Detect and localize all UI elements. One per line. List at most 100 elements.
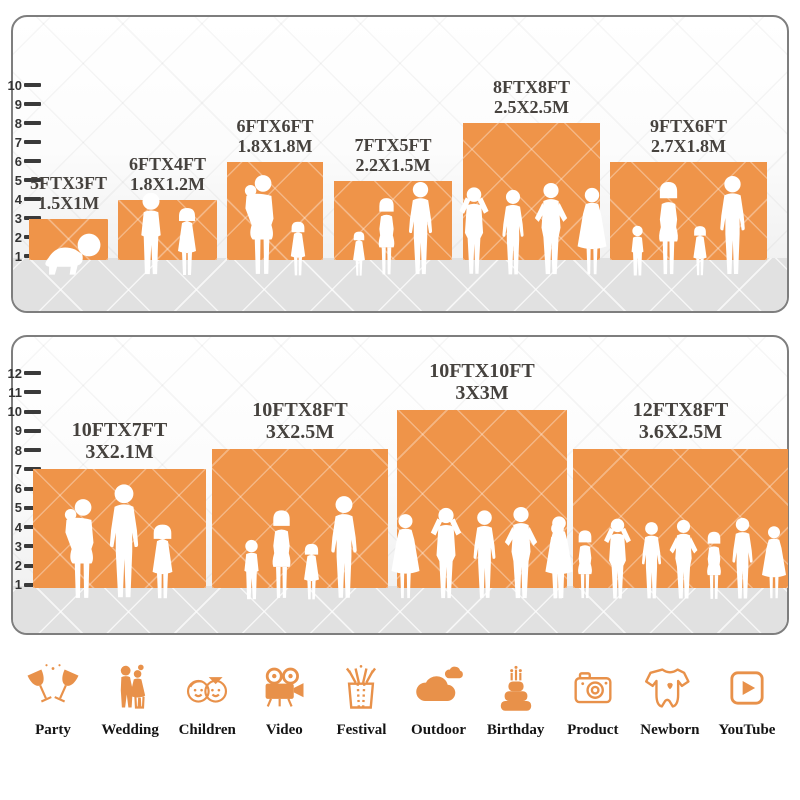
person-silhouette-dress — [577, 187, 606, 275]
size-ft: 10FTX8FT — [252, 399, 348, 421]
size-ft: 10FTX10FT — [429, 360, 535, 382]
person-silhouette-man — [473, 510, 496, 598]
category-label: Children — [178, 722, 236, 738]
ruler-tick-10: 10 — [0, 77, 41, 93]
category-outdoor: Outdoor — [406, 662, 472, 739]
category-label: Festival — [336, 722, 387, 738]
festival-icon — [335, 662, 387, 714]
category-label: YouTube — [718, 722, 776, 738]
category-youtube: YouTube — [714, 662, 780, 739]
person-silhouette-woman — [706, 531, 721, 599]
person-silhouette-man — [547, 522, 567, 599]
category-label: Birthday — [486, 722, 545, 738]
size-m: 3X2.5M — [265, 421, 335, 443]
size-m: 3X3M — [455, 382, 509, 404]
people-silhouettes — [322, 127, 464, 277]
person-silhouette-hips — [669, 519, 697, 599]
ruler-tick-mark — [24, 448, 41, 453]
ruler-tick-mark — [24, 563, 41, 568]
size-m: 3.6X2.5M — [638, 421, 723, 443]
floor-strip — [13, 586, 787, 633]
size-m: 2.7X1.8M — [650, 135, 726, 156]
person-silhouette-baby — [45, 233, 101, 275]
person-silhouette-dress — [391, 514, 420, 599]
category-party: Party — [20, 662, 86, 739]
ruler-number: 5 — [14, 500, 22, 516]
category-label: Video — [265, 722, 303, 738]
person-silhouette-hips — [504, 506, 538, 599]
ruler-number: 1 — [14, 248, 22, 264]
ruler-tick-9: 9 — [0, 423, 41, 439]
backdrop-size-label: 6FTX4FT 1.8X1.2M — [128, 154, 207, 195]
person-silhouette-man — [408, 181, 433, 275]
backdrop-box-6ftx6ft — [227, 162, 323, 260]
ruler-tick-mark — [24, 102, 41, 106]
ruler-number: 8 — [14, 442, 22, 458]
backdrop-size-label: 9FTX6FT 2.7X1.8M — [649, 116, 728, 157]
ruler-tick-mark — [24, 428, 41, 433]
ruler-tick-mark — [24, 83, 41, 87]
ruler-tick-1: 1 — [0, 577, 41, 593]
video-icon — [258, 662, 310, 714]
size-ft: 9FTX6FT — [649, 116, 728, 136]
ruler-number: 5 — [14, 172, 22, 188]
people-silhouettes — [21, 451, 218, 601]
size-m: 1.8X1.2M — [129, 173, 205, 194]
people-silhouettes — [200, 451, 400, 601]
category-label: Wedding — [101, 722, 159, 738]
ruler-number: 2 — [14, 558, 22, 574]
floor-strip — [13, 258, 787, 311]
category-product: Product — [560, 662, 626, 739]
backdrop-size-label: 10FTX7FT 3X2.1M — [72, 419, 168, 463]
size-ft: 7FTX5FT — [354, 135, 432, 155]
size-m: 1.8X1.8M — [237, 135, 313, 156]
person-silhouette-woman — [272, 510, 290, 598]
ruler-number: 4 — [14, 519, 22, 535]
ruler-tick-mark — [24, 216, 41, 220]
backdrop-box-8ftx8ft — [463, 123, 600, 260]
ruler-number: 11 — [8, 384, 22, 400]
ruler-tick-mark — [24, 486, 41, 491]
size-m: 1.5X1M — [37, 192, 100, 213]
backdrop-size-label: 5FTX3FT 1.5X1M — [30, 173, 107, 214]
size-ft: 12FTX8FT — [632, 399, 729, 421]
ruler-tick-7: 7 — [0, 134, 41, 150]
newborn-icon — [644, 662, 696, 714]
person-silhouette-girl — [303, 543, 319, 600]
backdrop-box-10ftx8ft — [212, 449, 388, 588]
ruler-number: 9 — [14, 423, 22, 439]
ruler-tick-6: 6 — [0, 153, 41, 169]
category-wedding: Wedding — [97, 662, 163, 739]
person-silhouette-armsup — [430, 507, 462, 599]
person-silhouette-woman — [659, 181, 678, 275]
ruler-number: 7 — [14, 461, 22, 477]
ruler-number: 12 — [7, 365, 22, 381]
ruler-tick-mark — [24, 505, 41, 510]
ruler-tick-mark — [24, 544, 41, 549]
people-silhouettes — [598, 127, 779, 277]
category-video: Video — [251, 662, 317, 739]
size-ft: 6FTX4FT — [128, 154, 207, 174]
ruler-tick-mark — [24, 121, 41, 125]
backdrop-size-label: 7FTX5FT 2.2X1.5M — [354, 135, 432, 176]
person-silhouette-dress — [761, 526, 786, 599]
backdrop-size-label: 6FTX6FT 1.8X1.8M — [236, 116, 313, 157]
ruler-tick-11: 11 — [0, 384, 41, 400]
ruler-tick-mark — [24, 525, 41, 530]
ruler-tick-mark — [24, 371, 41, 375]
birthday-icon — [490, 662, 542, 714]
ruler-tick-8: 8 — [0, 115, 41, 131]
ruler-number: 7 — [14, 134, 22, 150]
ruler-tick-8: 8 — [0, 442, 41, 458]
ruler-number: 3 — [14, 538, 22, 554]
category-children: Children — [174, 662, 240, 739]
person-silhouette-man — [731, 517, 753, 599]
category-festival: Festival — [328, 662, 394, 739]
ruler-number: 4 — [14, 191, 22, 207]
ruler-tick-mark — [24, 582, 41, 587]
people-silhouettes — [215, 127, 335, 277]
ruler-tick-mark — [24, 409, 41, 414]
person-silhouette-girl — [290, 221, 306, 276]
size-m: 3X2.1M — [85, 441, 154, 463]
ruler-tick-mark — [24, 390, 41, 395]
